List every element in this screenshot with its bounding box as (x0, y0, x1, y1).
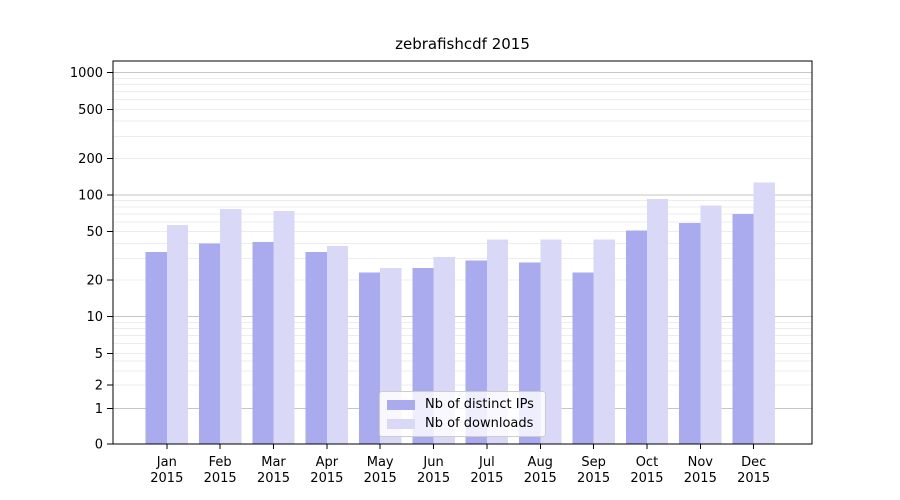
bar-ips-jan (145, 252, 167, 444)
y-tick-label: 200 (78, 152, 103, 167)
y-tick-label: 5 (95, 347, 103, 362)
bar-downloads-nov (700, 205, 722, 444)
x-tick-label-year: 2015 (310, 471, 343, 486)
x-tick-label-month: Apr (316, 455, 339, 470)
x-tick-label-year: 2015 (737, 471, 770, 486)
bar-ips-may (359, 272, 381, 444)
legend-item-distinct-ips: Nb of distinct IPs (387, 397, 534, 413)
bars (145, 182, 775, 444)
x-tick-label-month: Mar (261, 455, 286, 470)
plot-spines (112, 60, 813, 445)
bar-downloads-feb (220, 208, 242, 444)
x-tick-label-month: Jun (422, 455, 443, 470)
y-axis: 0 1 2 5 10 20 50 100 200 500 1000 (70, 66, 113, 453)
x-tick-label-month: May (367, 455, 394, 470)
x-tick-label-month: Sep (581, 455, 606, 470)
legend-item-downloads: Nb of downloads (387, 416, 534, 432)
bar-ips-nov (679, 222, 701, 444)
x-tick-label-year: 2015 (630, 471, 663, 486)
chart-title: zebrafishcdf 2015 (395, 35, 530, 53)
x-tick-label-month: Dec (741, 455, 766, 470)
bar-ips-oct (625, 230, 647, 444)
legend-label-downloads: Nb of downloads (425, 415, 534, 431)
legend: Nb of distinct IPs Nb of downloads (379, 391, 546, 437)
y-tick-label: 500 (78, 103, 103, 118)
x-tick-label-year: 2015 (524, 471, 557, 486)
bar-downloads-dec (753, 182, 775, 444)
x-tick-label-year: 2015 (684, 471, 717, 486)
bar-ips-apr (305, 252, 327, 444)
bar-downloads-oct (646, 198, 669, 444)
bar-downloads-jan (166, 224, 188, 444)
x-tick-label-month: Feb (209, 455, 232, 470)
legend-swatch-distinct-ips (387, 399, 415, 410)
plot-border (112, 60, 813, 445)
x-axis: Jan2015Feb2015Mar2015Apr2015May2015Jun20… (150, 444, 770, 486)
x-tick-label-month: Oct (636, 455, 658, 470)
y-tick-label: 2 (95, 379, 103, 394)
y-tick-label: 100 (78, 189, 103, 204)
x-tick-label-year: 2015 (257, 471, 290, 486)
y-tick-label: 1000 (70, 66, 103, 81)
x-tick-label-year: 2015 (150, 471, 183, 486)
y-tick-label: 10 (86, 310, 103, 325)
bar-ips-feb (198, 243, 221, 444)
bar-ips-mar (252, 242, 274, 444)
x-tick-label-year: 2015 (577, 471, 610, 486)
bar-downloads-apr (326, 246, 349, 444)
x-tick-label-year: 2015 (417, 471, 450, 486)
x-tick-label-month: Nov (688, 455, 714, 470)
y-tick-label: 20 (86, 274, 103, 289)
y-tick-label: 1 (95, 402, 103, 417)
bar-downloads-mar (273, 210, 295, 444)
legend-label-distinct-ips: Nb of distinct IPs (425, 396, 534, 412)
bar-ips-sep (572, 272, 594, 444)
bar-ips-dec (732, 213, 754, 444)
x-tick-label-month: Jul (478, 455, 495, 470)
x-tick-label-year: 2015 (470, 471, 503, 486)
x-tick-label-month: Aug (528, 455, 553, 470)
y-tick-label: 50 (86, 225, 103, 240)
x-tick-label-year: 2015 (364, 471, 397, 486)
y-tick-label: 0 (95, 438, 103, 453)
x-tick-label-month: Jan (156, 455, 177, 470)
x-tick-label-year: 2015 (204, 471, 237, 486)
legend-swatch-downloads (387, 418, 415, 429)
bar-downloads-sep (593, 239, 615, 444)
